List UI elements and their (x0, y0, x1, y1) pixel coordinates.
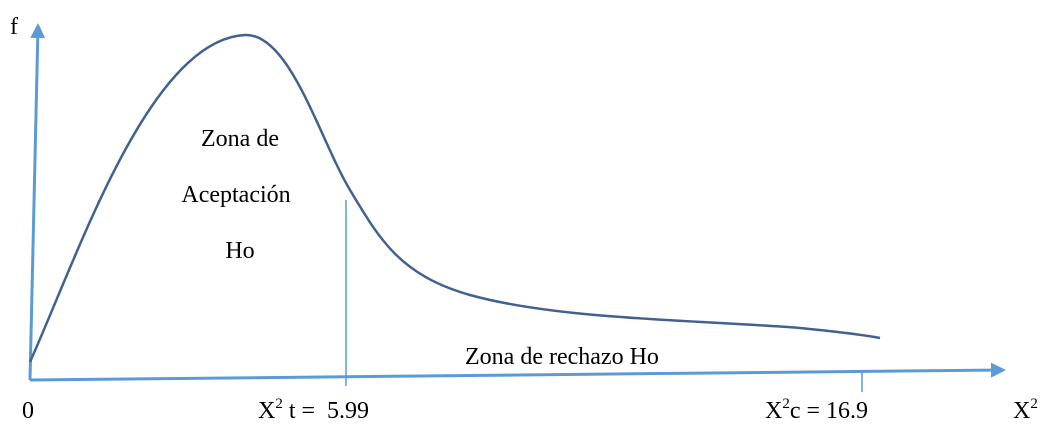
density-curve (28, 33, 881, 363)
label-base: X (258, 398, 275, 424)
origin-label: 0 (22, 398, 34, 424)
label-sup: 2 (782, 396, 790, 412)
label-base: X (1013, 398, 1030, 424)
x-axis (29, 362, 1006, 382)
y-axis-label: f (10, 14, 18, 40)
y-axis (28, 23, 46, 381)
statistic-label: X2c = 16.9 (765, 396, 868, 424)
x-axis-label: X2 (1013, 396, 1038, 424)
label-sup: 2 (275, 396, 283, 412)
label-sup: 2 (1030, 396, 1038, 412)
zone-label: Zona de (201, 126, 279, 152)
zone-label: Aceptación (181, 182, 290, 208)
rejection-zone-label: Zona de rechazo Ho (465, 344, 659, 370)
label-rest: c = 16.9 (790, 398, 868, 424)
label-rest: t = 5.99 (283, 398, 369, 424)
critical-label: X2 t = 5.99 (258, 396, 369, 424)
label-base: X (765, 398, 782, 424)
zone-label: Ho (225, 238, 254, 264)
